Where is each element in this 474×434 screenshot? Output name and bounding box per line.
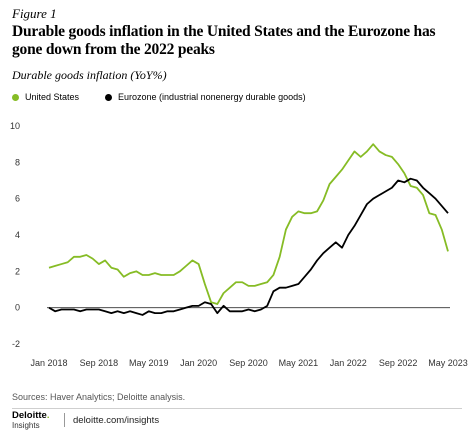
legend: United States Eurozone (industrial nonen… [12, 90, 332, 104]
legend-swatch-eurozone [105, 93, 113, 101]
legend-label-eurozone: Eurozone (industrial nonenergy durable g… [118, 92, 306, 102]
chart-subtitle: Durable goods inflation (YoY%) [12, 68, 167, 82]
x-tick-label: Sep 2022 [379, 358, 418, 368]
x-tick-label: Sep 2020 [229, 358, 268, 368]
footer-divider [12, 408, 462, 409]
series-line-eurozone [48, 177, 449, 316]
x-tick-label: Jan 2022 [330, 358, 367, 368]
footer-separator [64, 413, 65, 427]
x-tick-label: Jan 2020 [180, 358, 217, 368]
x-tick-label: Jan 2018 [30, 358, 67, 368]
footer-url[interactable]: deloitte.com/insights [73, 415, 160, 426]
deloitte-logo: Deloitte. Insights [12, 410, 50, 431]
source-note: Sources: Haver Analytics; Deloitte analy… [12, 392, 186, 402]
y-tick-label: 6 [15, 194, 20, 204]
y-tick-label: 8 [15, 157, 20, 167]
x-tick-label: May 2021 [279, 358, 319, 368]
x-tick-label: May 2019 [129, 358, 169, 368]
legend-swatch-us [12, 93, 19, 101]
line-chart: -2 0 2 4 6 8 10 Jan 2018 Sep 2018 May 2019 Jan 202… [10, 121, 468, 368]
figure-label: Figure 1 [12, 6, 57, 21]
y-tick-label: 10 [10, 121, 20, 131]
series-line-us [48, 143, 449, 305]
x-tick-label: Sep 2018 [80, 358, 119, 368]
y-tick-label: 0 [15, 303, 20, 313]
brand-name: Deloitte [12, 410, 47, 421]
legend-item-us: United States [12, 92, 79, 102]
legend-label-us: United States [25, 92, 80, 102]
y-tick-label: -2 [12, 339, 20, 349]
legend-item-eurozone: Eurozone (industrial nonenergy durable g… [105, 92, 306, 102]
chart-title: Durable goods inflation in the United St… [12, 23, 436, 58]
brand-sub: Insights [12, 421, 40, 430]
x-tick-label: May 2023 [428, 358, 468, 368]
y-tick-label: 4 [15, 230, 20, 240]
y-tick-label: 2 [15, 266, 20, 276]
